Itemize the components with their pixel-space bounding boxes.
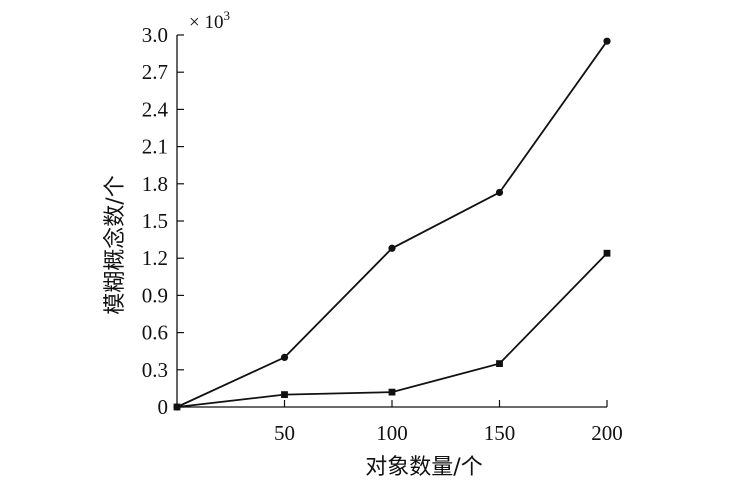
x-ticks: 50 100 150 200 xyxy=(274,400,623,445)
series-2-point xyxy=(388,388,396,396)
y-scale-multiplier: × 103 xyxy=(189,8,230,33)
x-tick-label: 150 xyxy=(484,421,516,445)
y-tick-label: 1.8 xyxy=(142,172,168,196)
y-ticks: 0 0.3 0.6 0.9 1.2 1.5 1.8 2.1 2.4 2.7 3.0 xyxy=(142,23,184,419)
y-axis-label: 模糊概念数/个 xyxy=(103,175,128,314)
x-tick-label: 100 xyxy=(376,421,408,445)
plot-area: 0 0.3 0.6 0.9 1.2 1.5 1.8 2.1 2.4 2.7 3.0 50 100 150… xyxy=(142,23,623,445)
y-tick-label: 0.3 xyxy=(142,358,168,382)
y-tick-label: 0.9 xyxy=(142,283,168,307)
series-1-point xyxy=(603,37,611,45)
x-axis-label: 对象数量/个 xyxy=(365,455,482,480)
series-layer xyxy=(173,37,611,411)
series-2-point xyxy=(173,403,181,411)
series-2-point xyxy=(603,249,611,257)
series-2-point xyxy=(496,360,503,367)
y-tick-label: 2.1 xyxy=(142,135,168,159)
y-tick-label: 0.6 xyxy=(142,321,168,345)
series-1-point xyxy=(280,353,289,361)
y-tick-label: 0 xyxy=(158,395,169,419)
y-tick-label: 2.7 xyxy=(142,60,168,84)
y-tick-label: 2.4 xyxy=(142,97,169,121)
y-scale-base: × 10 xyxy=(189,12,223,33)
series-2-point xyxy=(281,391,288,398)
series-1-point xyxy=(388,244,396,252)
x-tick-label: 200 xyxy=(591,421,623,445)
series-2-line xyxy=(176,252,608,408)
y-tick-label: 3.0 xyxy=(142,23,168,47)
x-tick-label: 50 xyxy=(274,421,295,445)
y-tick-label: 1.2 xyxy=(142,246,168,270)
y-tick-label: 1.5 xyxy=(142,209,168,233)
series-1-point xyxy=(495,188,504,197)
y-scale-exponent: 3 xyxy=(223,8,230,23)
series-1-line xyxy=(176,40,608,408)
